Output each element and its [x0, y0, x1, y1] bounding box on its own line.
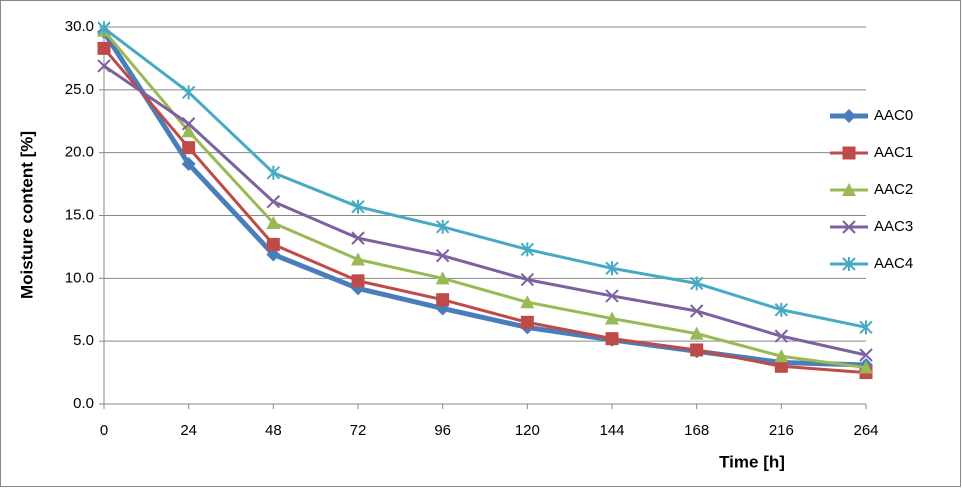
series-line: [103, 27, 867, 329]
x-tick-label: 0: [100, 422, 108, 439]
data-point: [181, 85, 196, 100]
data-point: [520, 315, 534, 329]
x-tick-label: 72: [350, 422, 367, 439]
data-point: [774, 349, 789, 363]
data-point: [181, 124, 196, 138]
y-tick-label: 30.0: [65, 18, 94, 35]
x-tick-label: 24: [180, 422, 197, 439]
y-tick-label: 20.0: [65, 144, 94, 161]
data-point: [859, 360, 873, 374]
y-tick-label: 5.0: [73, 332, 94, 349]
data-point: [605, 261, 619, 276]
data-point: [774, 302, 789, 317]
data-point: [181, 117, 196, 131]
data-point: [266, 237, 280, 251]
data-point: [859, 348, 873, 362]
x-axis-title: Time [h]: [719, 452, 785, 471]
x-tick-label: 168: [684, 422, 709, 439]
data-point: [182, 141, 196, 155]
legend-marker: [842, 146, 856, 160]
data-point: [181, 156, 196, 171]
series-line: [102, 47, 867, 375]
data-point: [689, 276, 704, 291]
data-point: [351, 199, 365, 214]
y-tick-label: 25.0: [65, 81, 94, 98]
data-point: [97, 41, 111, 55]
y-axis-title: Moisture content [%]: [17, 131, 36, 299]
y-tick-label: 10.0: [65, 269, 94, 286]
data-point: [435, 271, 450, 285]
data-point: [435, 249, 450, 263]
x-tick-label: 96: [434, 422, 451, 439]
data-point: [689, 304, 704, 318]
data-point: [520, 295, 535, 309]
x-tick-label: 144: [599, 422, 624, 439]
legend-label: AAC1: [874, 144, 913, 161]
data-point: [97, 21, 111, 36]
data-point: [689, 326, 704, 340]
x-tick-label: 48: [265, 422, 282, 439]
x-tick-label: 264: [853, 422, 878, 439]
data-point: [351, 252, 365, 266]
data-point: [774, 329, 789, 343]
data-point: [266, 194, 281, 209]
data-point: [266, 247, 281, 262]
legend-label: AAC0: [874, 107, 913, 124]
series-line: [103, 64, 867, 357]
x-tick-label: 120: [515, 422, 540, 439]
data-point: [436, 293, 450, 307]
data-point: [690, 343, 704, 357]
legend-marker: [842, 220, 856, 234]
data-point: [435, 219, 450, 234]
data-point: [351, 274, 365, 288]
data-point: [266, 216, 281, 230]
y-tick-label: 0.0: [73, 395, 94, 412]
legend-label: AAC3: [874, 218, 913, 235]
legend-marker: [842, 109, 856, 123]
data-point: [266, 165, 281, 180]
y-tick-label: 15.0: [65, 206, 94, 223]
data-point: [520, 272, 535, 287]
data-point: [97, 59, 111, 73]
data-point: [605, 311, 619, 325]
data-point: [351, 231, 365, 245]
legend-marker: [842, 257, 856, 271]
data-point: [859, 320, 873, 335]
data-point: [774, 359, 788, 373]
series-line: [102, 29, 867, 370]
legend-label: AAC2: [874, 181, 913, 198]
data-point: [520, 242, 535, 257]
legend-label: AAC4: [874, 255, 913, 272]
x-tick-label: 216: [769, 422, 794, 439]
legend-marker: [842, 183, 856, 196]
data-point: [605, 332, 619, 346]
data-point: [605, 289, 619, 303]
